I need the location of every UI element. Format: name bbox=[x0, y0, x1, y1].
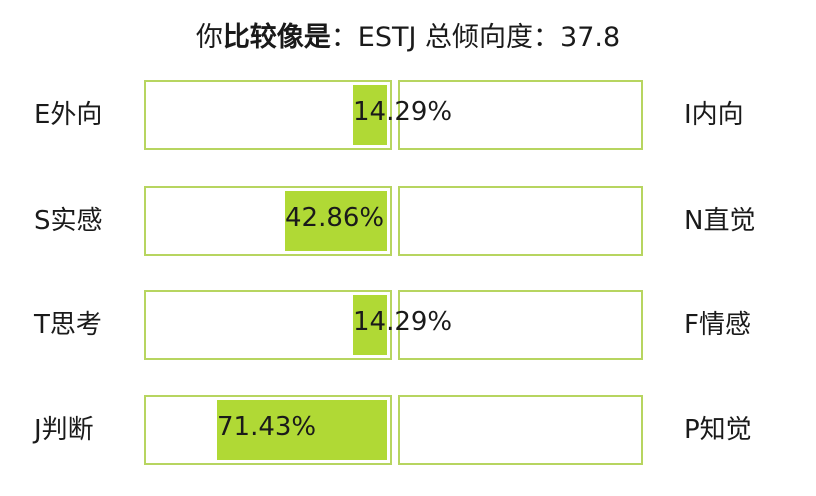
left-dimension-label: J判断 bbox=[34, 415, 94, 445]
left-bar-track bbox=[144, 395, 392, 465]
percentage-label: 14.29% bbox=[352, 97, 453, 127]
right-bar-track bbox=[398, 290, 643, 360]
left-dimension-label: S实感 bbox=[34, 206, 103, 236]
percentage-label: 14.29% bbox=[352, 307, 453, 337]
bar-fill bbox=[353, 295, 387, 355]
title-emphasis: 比较像是 bbox=[222, 22, 331, 53]
right-dimension-label: P知觉 bbox=[684, 415, 752, 445]
percentage-label: 42.86% bbox=[284, 203, 385, 233]
right-dimension-label: I内向 bbox=[684, 100, 744, 130]
right-bar-track bbox=[398, 80, 643, 150]
right-dimension-label: N直觉 bbox=[684, 206, 756, 236]
right-dimension-label: F情感 bbox=[684, 310, 751, 340]
title-suffix: ：ESTJ 总倾向度：37.8 bbox=[330, 22, 621, 53]
left-bar-track bbox=[144, 290, 392, 360]
dimension-row: J判断 71.43% P知觉 bbox=[0, 395, 816, 465]
percentage-label: 71.43% bbox=[216, 412, 317, 442]
title-prefix: 你 bbox=[195, 22, 223, 53]
bar-fill bbox=[217, 400, 387, 460]
right-bar-track bbox=[398, 186, 643, 256]
dimension-row: T思考 14.29% F情感 bbox=[0, 290, 816, 360]
bar-fill bbox=[285, 191, 387, 251]
left-bar-track bbox=[144, 80, 392, 150]
right-bar-track bbox=[398, 395, 643, 465]
result-title: 你比较像是：ESTJ 总倾向度：37.8 bbox=[0, 18, 816, 58]
dimension-row: S实感 42.86% N直觉 bbox=[0, 186, 816, 256]
dimension-row: E外向 14.29% I内向 bbox=[0, 80, 816, 150]
left-dimension-label: E外向 bbox=[34, 100, 103, 130]
bar-fill bbox=[353, 85, 387, 145]
left-bar-track bbox=[144, 186, 392, 256]
left-dimension-label: T思考 bbox=[34, 310, 102, 340]
